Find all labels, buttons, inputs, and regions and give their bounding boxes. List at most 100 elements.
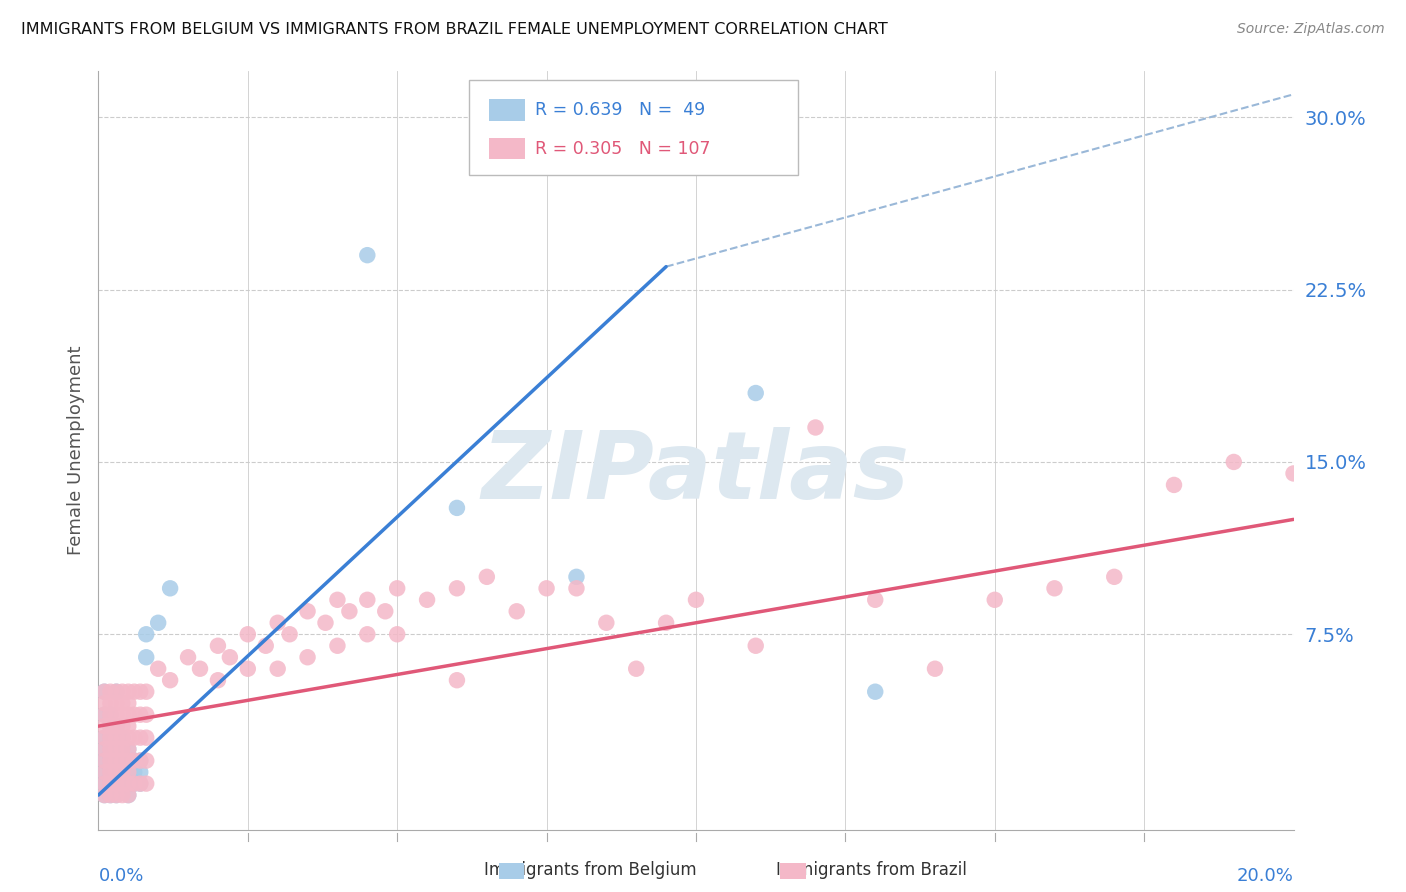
Point [339,604,361,618]
Point [117,765,139,780]
Point [98,696,122,710]
Point [278,627,301,641]
Point [98,765,122,780]
Point [254,639,277,653]
Point [98,731,122,745]
Point [124,765,146,780]
Point [93,719,115,733]
Point [93,684,115,698]
Point [135,776,157,790]
Text: ZIPatlas: ZIPatlas [482,427,910,519]
Point [117,719,139,733]
Point [98,788,122,802]
Point [124,754,146,768]
Point [356,248,378,262]
Point [236,627,259,641]
Point [105,788,128,802]
Point [105,754,128,768]
Text: 0.0%: 0.0% [98,867,143,886]
Point [188,662,211,676]
Point [93,696,115,710]
Point [105,731,128,745]
Point [117,776,139,790]
Point [105,719,128,733]
Point [124,707,146,722]
Point [446,500,468,515]
Point [93,776,115,790]
Point [1163,478,1185,492]
Point [124,776,146,790]
Text: Immigrants from Brazil: Immigrants from Brazil [776,861,967,879]
Point [98,684,122,698]
Point [98,788,122,802]
Point [93,788,115,802]
Point [111,776,134,790]
Point [475,570,498,584]
Point [207,673,229,688]
Point [117,696,139,710]
Point [159,582,181,596]
Point [117,754,139,768]
Point [135,650,157,665]
Point [117,754,139,768]
Point [93,742,115,756]
Point [315,615,337,630]
Point [105,788,128,802]
Point [117,742,139,756]
Point [111,754,134,768]
Point [93,754,115,768]
Point [536,582,558,596]
Text: Source: ZipAtlas.com: Source: ZipAtlas.com [1237,22,1385,37]
Point [93,776,115,790]
Point [135,731,157,745]
Point [105,684,128,698]
Point [626,662,648,676]
Point [565,582,588,596]
Point [326,592,349,607]
Point [111,742,134,756]
Point [129,765,152,780]
Point [98,776,122,790]
Point [124,731,146,745]
Point [98,776,122,790]
Bar [489,138,524,160]
Point [105,707,128,722]
Point [105,776,128,790]
Point [135,707,157,722]
Point [111,742,134,756]
Point [98,754,122,768]
Text: 20.0%: 20.0% [1237,867,1294,886]
Point [93,731,115,745]
Point [98,719,122,733]
Point [93,742,115,756]
Point [416,592,439,607]
Point [685,592,707,607]
Point [207,639,229,653]
Point [1223,455,1246,469]
Point [446,673,468,688]
Point [129,684,152,698]
Point [93,788,115,802]
Point [1282,467,1305,481]
Point [105,684,128,698]
Point [219,650,242,665]
Point [98,719,122,733]
Point [117,765,139,780]
Point [117,742,139,756]
Point [105,742,128,756]
Point [1104,570,1126,584]
Point [984,592,1007,607]
Point [506,604,529,618]
Point [745,639,768,653]
Point [105,719,128,733]
Point [111,707,134,722]
Point [129,776,152,790]
Point [129,754,152,768]
Point [129,776,152,790]
Point [595,615,617,630]
Point [105,765,128,780]
Point [117,776,139,790]
Point [356,592,378,607]
Point [385,582,409,596]
Point [105,754,128,768]
